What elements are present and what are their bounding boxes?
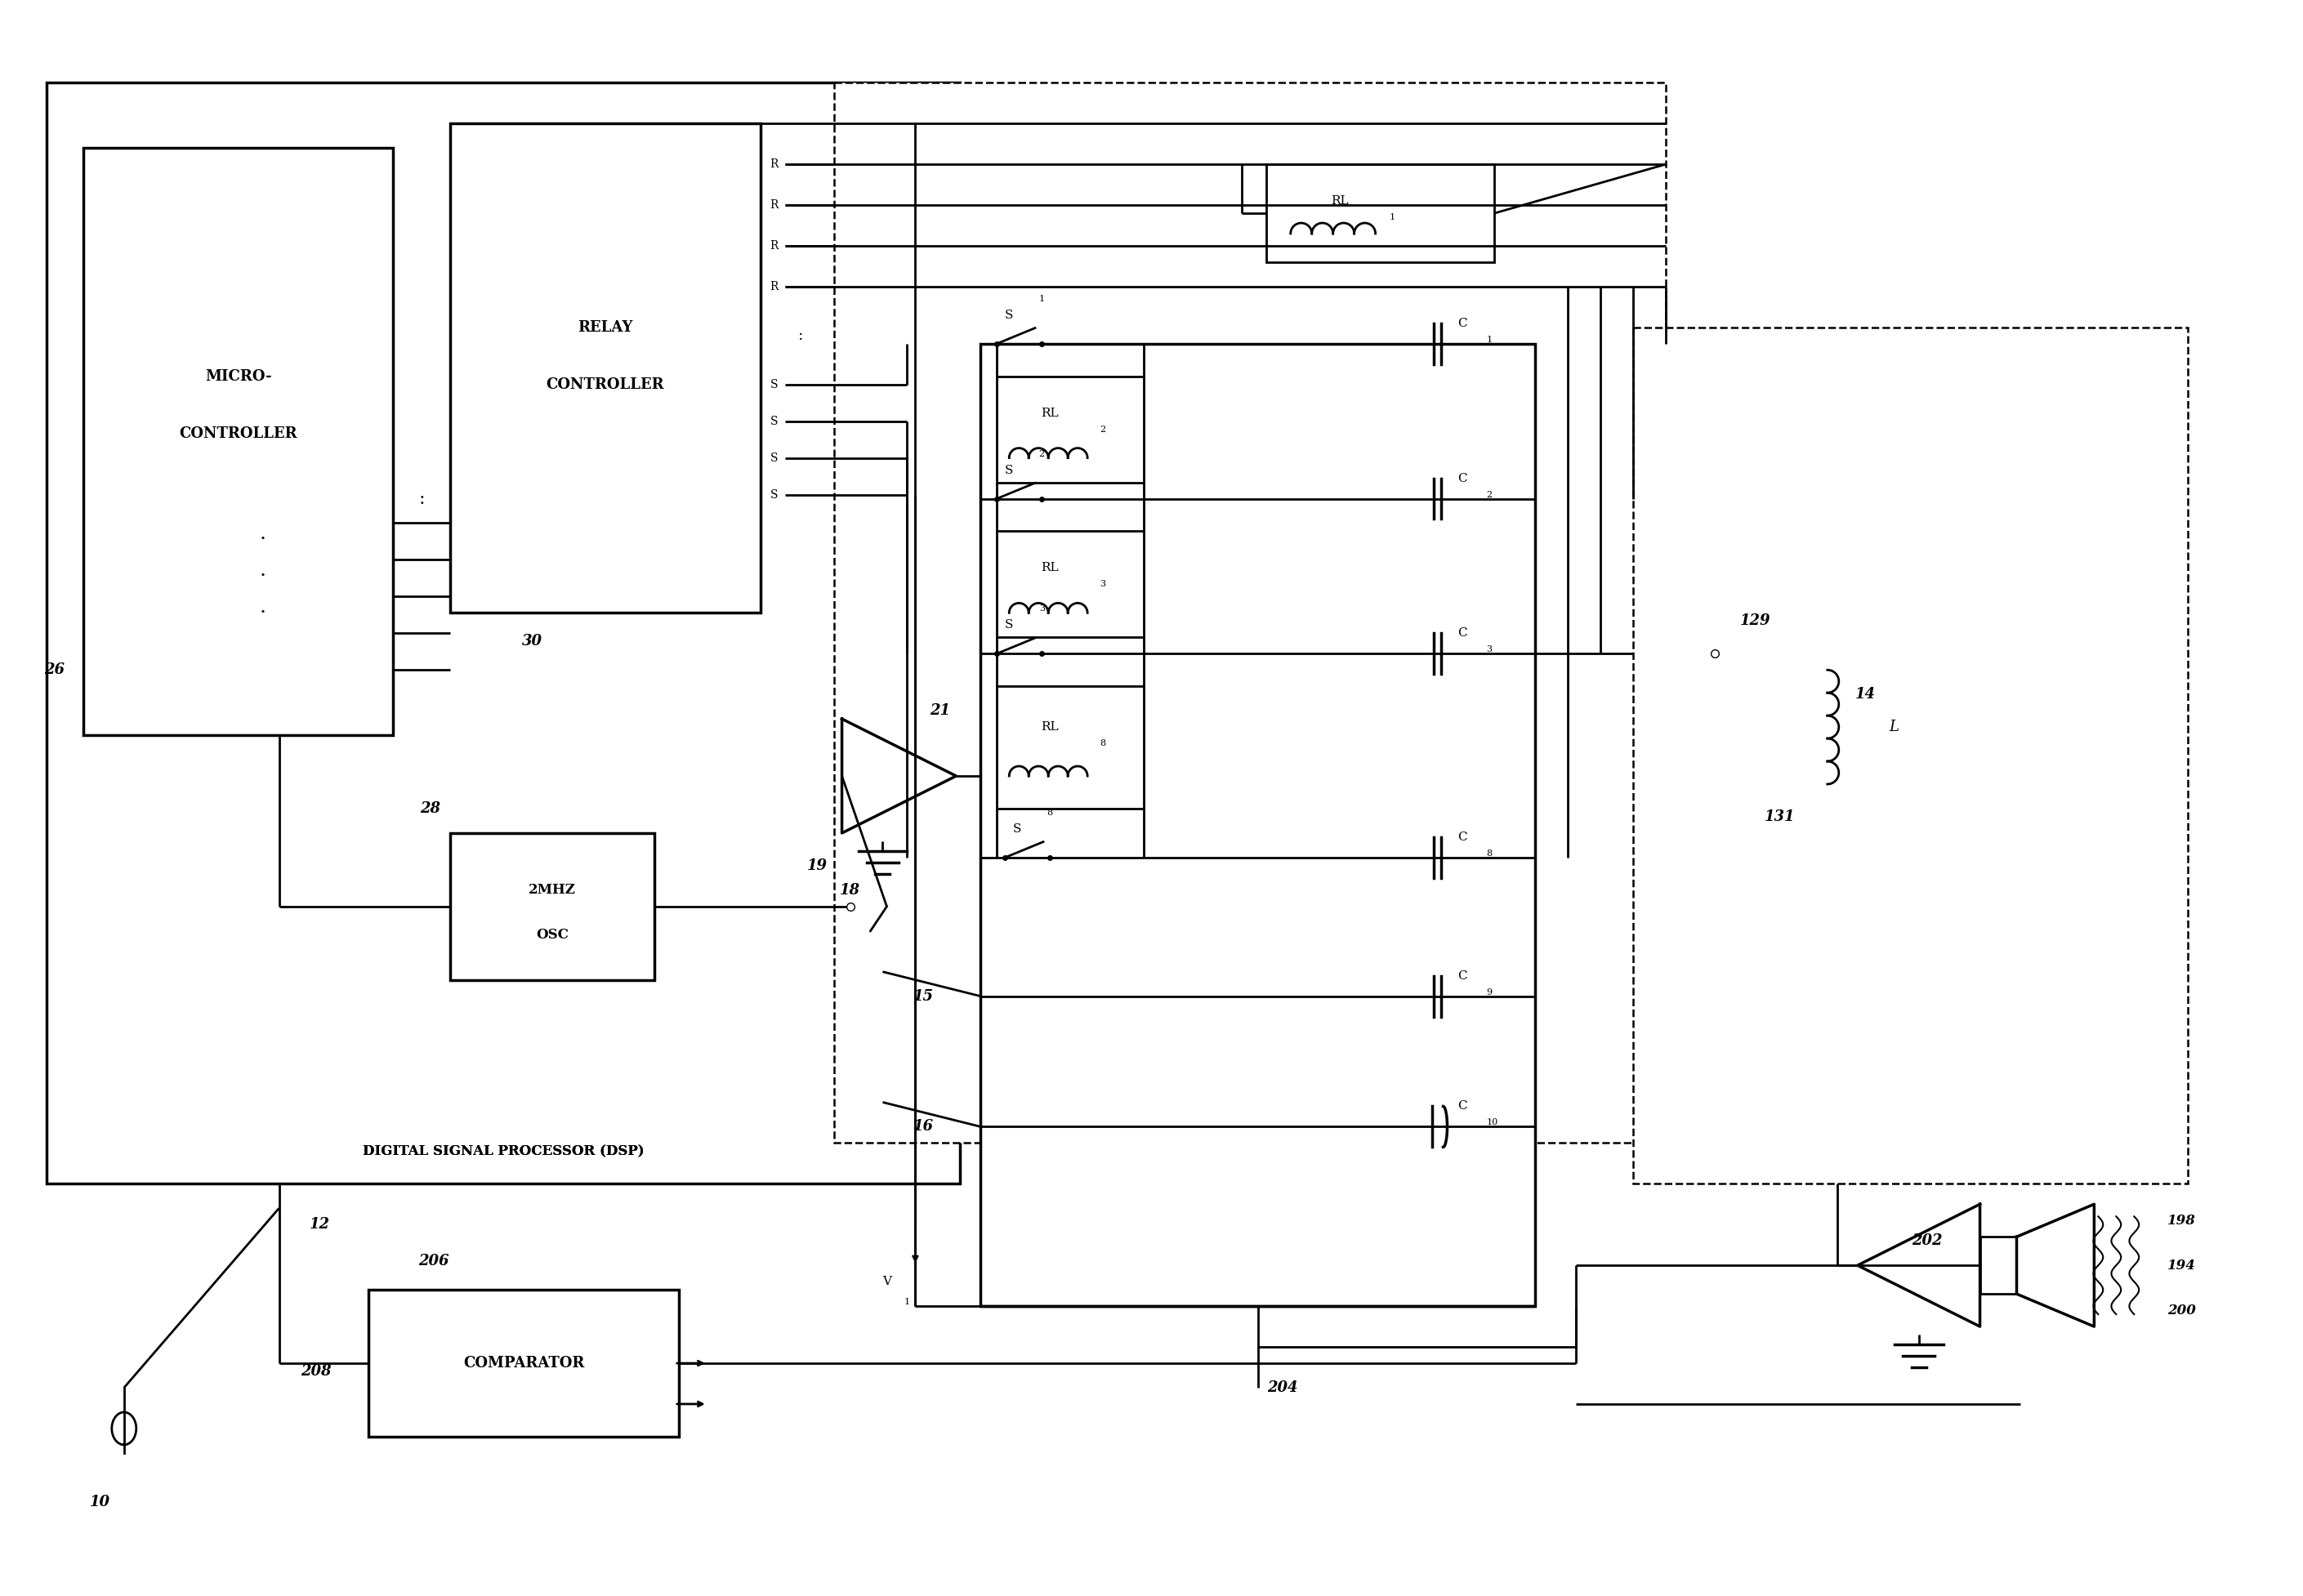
Text: S: S xyxy=(1004,464,1013,476)
Bar xyxy=(1267,164,1495,262)
Bar xyxy=(451,833,654,980)
Text: C: C xyxy=(1458,1101,1467,1112)
Text: R: R xyxy=(769,239,778,252)
Text: 8: 8 xyxy=(1048,809,1052,817)
Text: 3: 3 xyxy=(1101,581,1105,589)
Text: :: : xyxy=(419,490,424,508)
Text: S: S xyxy=(769,415,778,426)
Text: ·: · xyxy=(260,567,265,586)
Text: L: L xyxy=(1888,720,1900,734)
Text: 194: 194 xyxy=(2167,1258,2197,1272)
Text: RL: RL xyxy=(1041,721,1059,733)
Text: RL: RL xyxy=(1041,562,1059,573)
Text: S: S xyxy=(769,452,778,463)
Bar xyxy=(834,83,1665,1143)
Bar xyxy=(1981,1237,2017,1294)
Text: 9: 9 xyxy=(1485,988,1492,996)
Bar xyxy=(997,686,1145,809)
Text: 28: 28 xyxy=(419,801,440,816)
Text: 202: 202 xyxy=(1911,1234,1941,1248)
Text: 2: 2 xyxy=(1485,490,1492,498)
Bar xyxy=(83,148,394,736)
Text: :: : xyxy=(799,329,804,343)
Text: 1: 1 xyxy=(1039,295,1046,303)
Text: 15: 15 xyxy=(914,990,933,1004)
Text: RL: RL xyxy=(1331,195,1347,206)
Text: R: R xyxy=(769,281,778,292)
Text: 26: 26 xyxy=(44,662,64,677)
Text: 19: 19 xyxy=(808,859,827,873)
Text: MICRO-: MICRO- xyxy=(205,369,272,383)
Text: C: C xyxy=(1458,627,1467,638)
Text: 204: 204 xyxy=(1267,1381,1299,1395)
Text: 208: 208 xyxy=(299,1365,332,1379)
Text: C: C xyxy=(1458,472,1467,484)
Text: S: S xyxy=(1013,824,1023,835)
Text: 2: 2 xyxy=(1039,450,1046,458)
Text: S: S xyxy=(769,378,778,389)
Text: 1: 1 xyxy=(1485,335,1492,343)
Text: 30: 30 xyxy=(523,634,541,648)
Text: DIGITAL SIGNAL PROCESSOR (DSP): DIGITAL SIGNAL PROCESSOR (DSP) xyxy=(362,1144,645,1159)
Text: 3: 3 xyxy=(1485,645,1492,654)
Text: S: S xyxy=(769,488,778,500)
Text: 129: 129 xyxy=(1741,613,1771,629)
Text: CONTROLLER: CONTROLLER xyxy=(546,377,663,393)
Bar xyxy=(451,123,760,613)
Text: RELAY: RELAY xyxy=(578,321,633,335)
Text: 12: 12 xyxy=(309,1218,329,1232)
Text: CONTROLLER: CONTROLLER xyxy=(180,426,297,440)
Text: 198: 198 xyxy=(2167,1213,2197,1227)
Text: 1: 1 xyxy=(905,1298,910,1306)
Text: R: R xyxy=(769,158,778,171)
Text: C: C xyxy=(1458,832,1467,843)
Text: 16: 16 xyxy=(914,1119,933,1135)
Text: V: V xyxy=(882,1275,891,1288)
Text: 1: 1 xyxy=(1389,214,1396,222)
Text: ·: · xyxy=(260,603,265,622)
Text: OSC: OSC xyxy=(537,929,569,942)
Text: R: R xyxy=(769,200,778,211)
Bar xyxy=(368,1290,679,1436)
Text: 18: 18 xyxy=(841,883,861,897)
Text: ·: · xyxy=(260,530,265,549)
Bar xyxy=(981,343,1536,1306)
Text: DIGITAL SIGNAL PROCESSOR (DSP): DIGITAL SIGNAL PROCESSOR (DSP) xyxy=(362,1144,645,1159)
Text: 200: 200 xyxy=(2167,1304,2197,1317)
Text: 131: 131 xyxy=(1764,809,1796,824)
Text: 8: 8 xyxy=(1101,739,1105,747)
Text: S: S xyxy=(1004,619,1013,630)
Text: 2: 2 xyxy=(1101,425,1105,434)
Bar xyxy=(997,377,1145,482)
Bar xyxy=(46,83,960,1184)
Text: 206: 206 xyxy=(419,1254,449,1269)
Text: 21: 21 xyxy=(930,704,951,718)
Text: S: S xyxy=(1004,310,1013,321)
Text: RL: RL xyxy=(1041,407,1059,418)
Text: 14: 14 xyxy=(1856,686,1877,702)
Text: COMPARATOR: COMPARATOR xyxy=(463,1357,585,1371)
Text: C: C xyxy=(1458,970,1467,982)
Text: 10: 10 xyxy=(1485,1119,1497,1127)
Bar xyxy=(997,531,1145,637)
Bar xyxy=(1633,327,2188,1184)
Text: 8: 8 xyxy=(1485,849,1492,857)
Text: C: C xyxy=(1458,318,1467,329)
Text: 3: 3 xyxy=(1039,605,1046,613)
Text: 2MHZ: 2MHZ xyxy=(530,883,576,897)
Text: 10: 10 xyxy=(90,1494,111,1510)
